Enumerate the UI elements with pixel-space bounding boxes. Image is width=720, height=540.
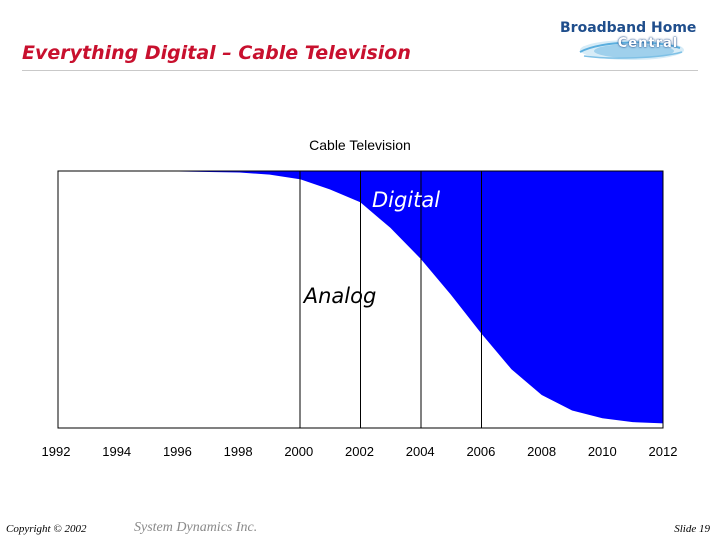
x-tick-label: 2002 — [345, 444, 374, 459]
slide-title: Everything Digital – Cable Television — [22, 42, 411, 64]
company-name: System Dynamics Inc. — [134, 520, 258, 535]
x-tick-label: 2010 — [588, 444, 617, 459]
chart-title: Cable Television — [309, 137, 411, 153]
broadband-home-central-logo: Broadband Home Central — [552, 16, 697, 64]
x-tick-label: 2004 — [406, 444, 435, 459]
plot-frame — [57, 170, 664, 429]
x-tick-label: 1994 — [102, 444, 131, 459]
logo-text-line2: Central — [617, 36, 679, 51]
x-tick-label: 1998 — [224, 444, 253, 459]
copyright-text: Copyright © 2002 — [6, 523, 87, 535]
x-tick-label: 2000 — [284, 444, 313, 459]
logo-text-line1: Broadband Home — [560, 20, 697, 36]
digital-area — [58, 170, 664, 424]
x-tick-label: 1992 — [42, 444, 71, 459]
x-tick-label: 1996 — [163, 444, 192, 459]
logo-swirl-icon — [579, 40, 684, 60]
x-tick-label: 2006 — [466, 444, 495, 459]
annotation-analog: Analog — [302, 284, 377, 308]
slide-number: Slide 19 — [674, 523, 710, 535]
title-divider — [22, 70, 698, 71]
annotation-digital: Digital — [372, 188, 440, 212]
x-tick-label: 2008 — [527, 444, 556, 459]
x-tick-label: 2012 — [649, 444, 678, 459]
